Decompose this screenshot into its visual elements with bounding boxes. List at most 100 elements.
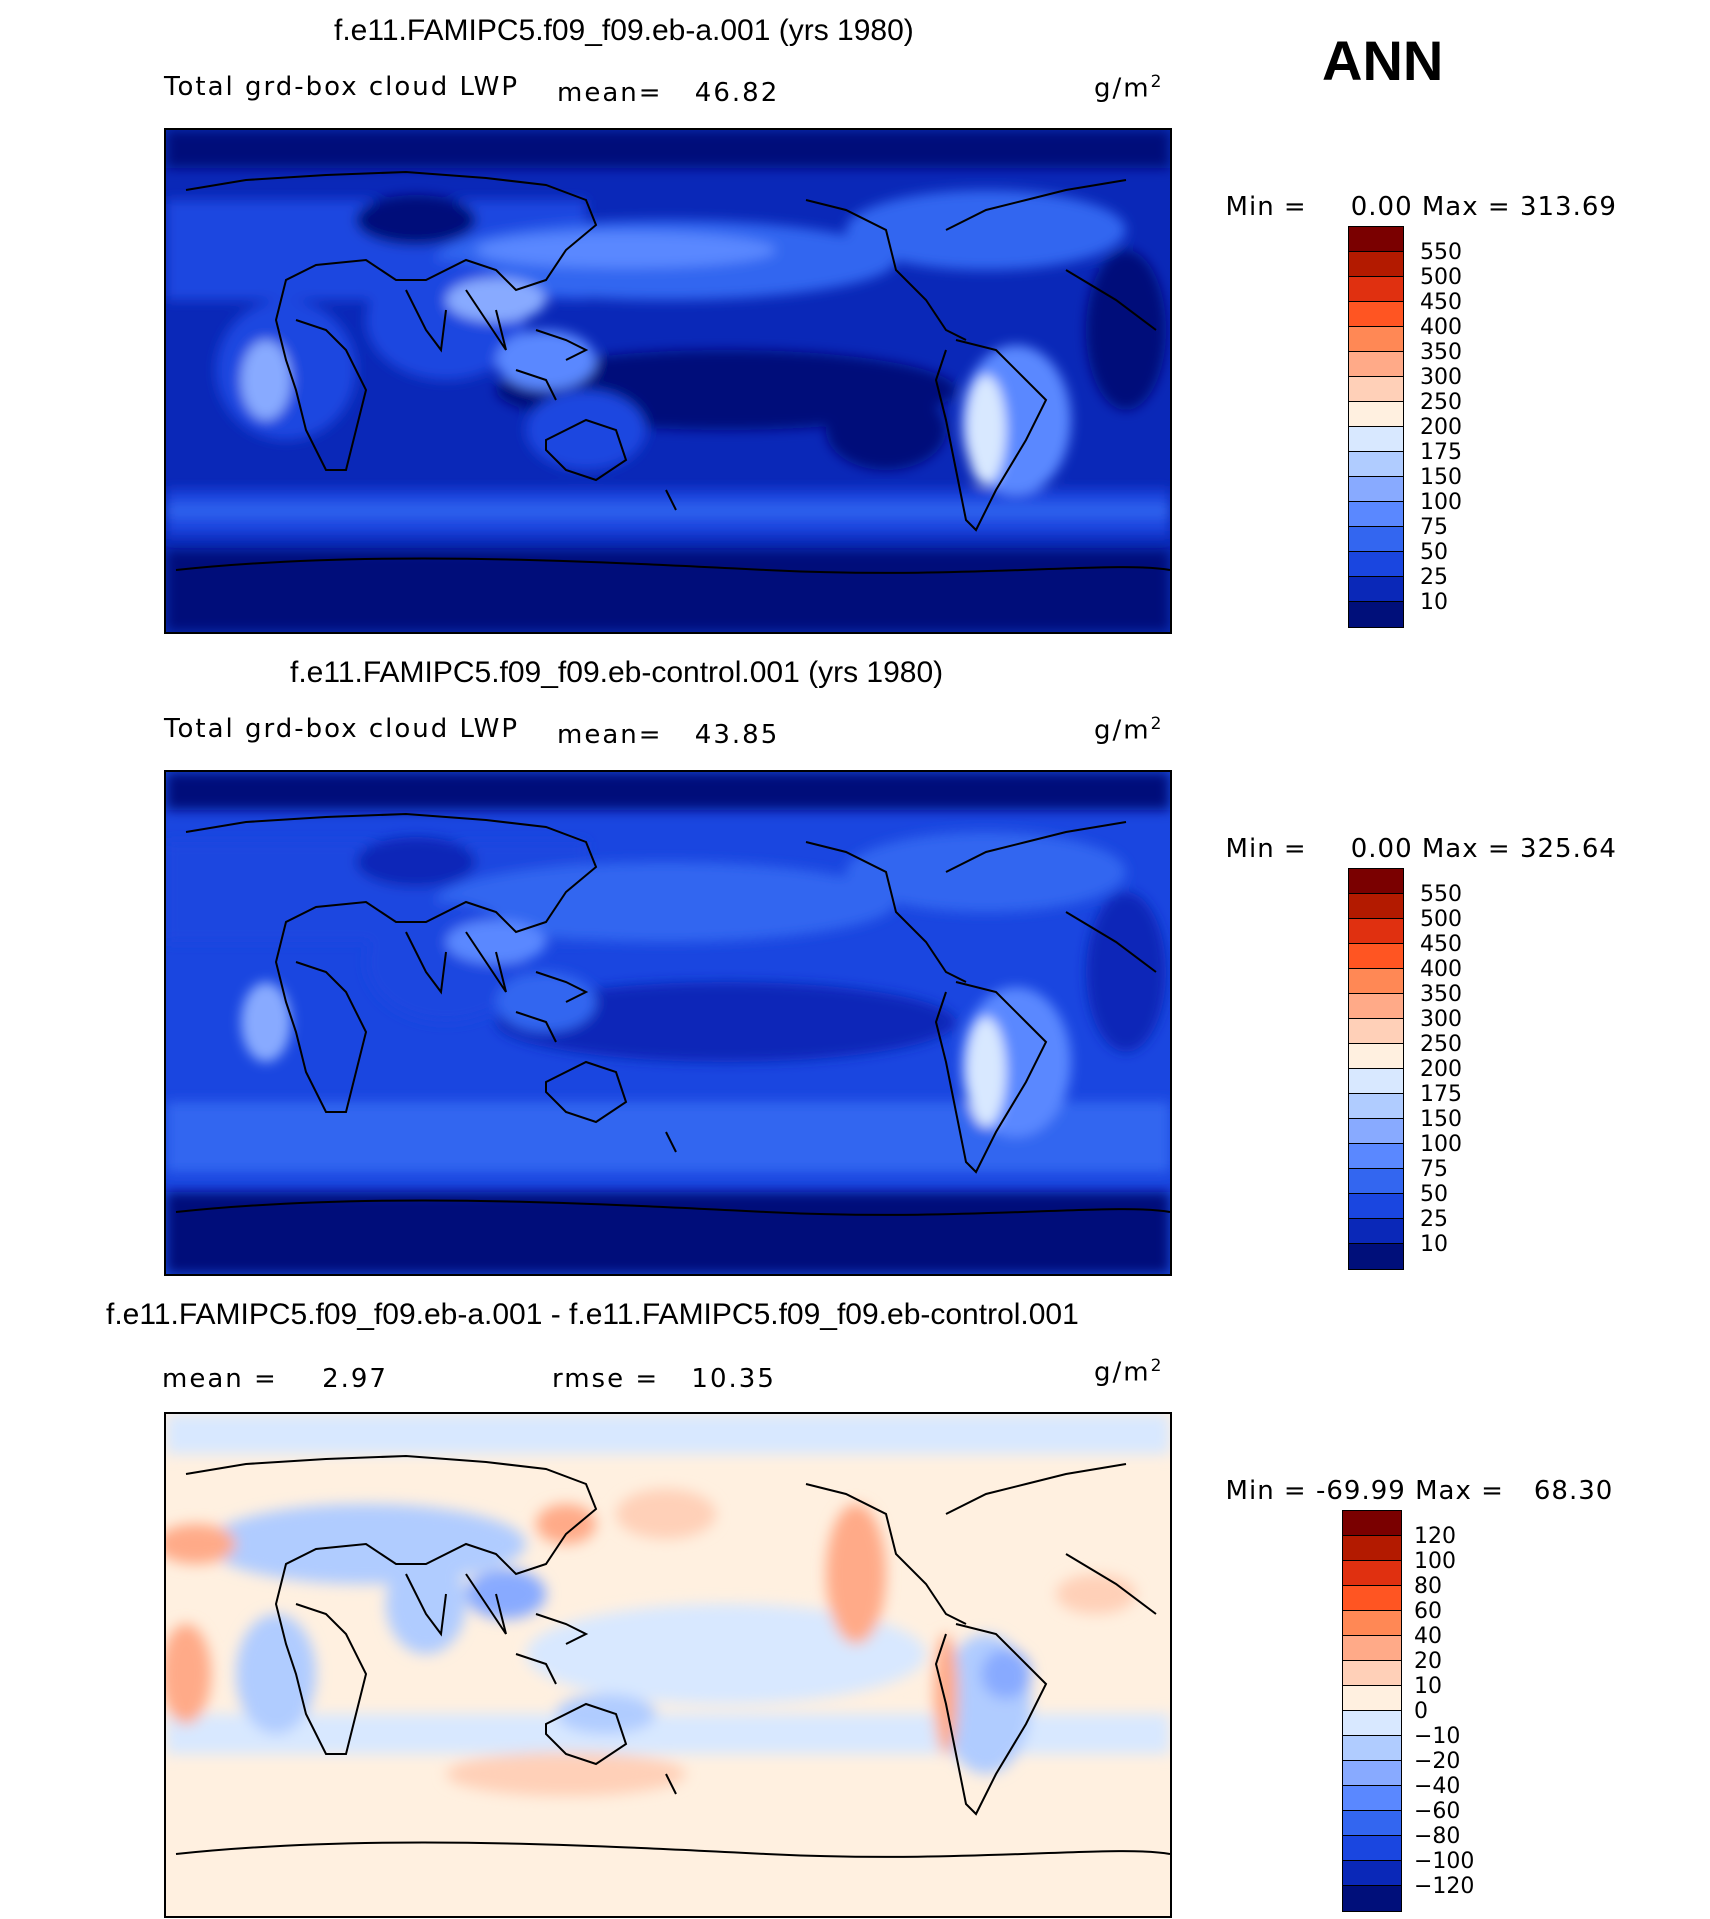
colorbar-swatch (1349, 527, 1403, 552)
panel1-variable-label: Total grd-box cloud LWP (164, 72, 520, 102)
colorbar-swatch (1349, 894, 1403, 919)
colorbar-swatch (1349, 1069, 1403, 1094)
colorbar-tick-label: 350 (1420, 982, 1462, 1007)
colorbar-tick-label: 10 (1420, 1232, 1448, 1257)
colorbar-swatch (1349, 944, 1403, 969)
colorbar-swatch (1349, 1019, 1403, 1044)
colorbar-swatch (1343, 1536, 1401, 1561)
panel2-max-label: Max = (1421, 834, 1511, 864)
colorbar-tick-label: 200 (1420, 415, 1462, 440)
colorbar-tick-label: 50 (1420, 1182, 1448, 1207)
colorbar-tick-label: 500 (1420, 265, 1462, 290)
colorbar-swatch (1349, 427, 1403, 452)
panel2-unit: g/m2 (1094, 714, 1163, 746)
panel2-minmax: Min = 0.00 Max = 325.64 (1207, 804, 1617, 864)
colorbar-tick-label: 100 (1420, 1132, 1462, 1157)
colorbar-tick-label: 25 (1420, 565, 1448, 590)
panel3-rmse-label: rmse = (552, 1364, 660, 1394)
panel3-mean: mean = 2.97 (162, 1364, 388, 1394)
panel3-min-label: Min = (1225, 1476, 1307, 1506)
colorbar-tick-label: −80 (1414, 1824, 1461, 1849)
colorbar-swatch (1349, 252, 1403, 277)
panel1-minmax: Min = 0.00 Max = 313.69 (1207, 162, 1617, 222)
season-label: ANN (1322, 29, 1444, 92)
colorbar-swatch (1343, 1836, 1401, 1861)
panel2-variable-label: Total grd-box cloud LWP (164, 714, 520, 744)
colorbar-swatch (1343, 1661, 1401, 1686)
colorbar-swatch (1349, 352, 1403, 377)
colorbar-swatch (1343, 1786, 1401, 1811)
colorbar-swatch (1349, 477, 1403, 502)
colorbar-swatch (1349, 1119, 1403, 1144)
panel3-max-label: Max = (1415, 1476, 1504, 1506)
colorbar-swatch (1349, 1144, 1403, 1169)
colorbar-swatch (1349, 919, 1403, 944)
colorbar-tick-label: 10 (1420, 590, 1448, 615)
panel2-coastline (175, 812, 1170, 1216)
colorbar-swatch (1349, 302, 1403, 327)
colorbar-swatch (1343, 1811, 1401, 1836)
panel3-colorbar (1342, 1510, 1402, 1912)
colorbar-tick-label: −10 (1414, 1724, 1461, 1749)
panel1-unit-base: g/m (1094, 73, 1151, 104)
colorbar-swatch (1349, 1044, 1403, 1069)
colorbar-tick-label: 550 (1420, 240, 1462, 265)
panel3-rmse: rmse = 10.35 (552, 1364, 776, 1394)
colorbar-tick-label: 300 (1420, 1007, 1462, 1032)
panel1-colorbar (1348, 226, 1404, 628)
panel1-map-svg (166, 130, 1170, 632)
panel3-rmse-value: 10.35 (691, 1364, 776, 1394)
colorbar-tick-label: 75 (1420, 515, 1448, 540)
colorbar-swatch (1343, 1586, 1401, 1611)
colorbar-swatch (1349, 552, 1403, 577)
colorbar-tick-label: 40 (1414, 1624, 1442, 1649)
colorbar-tick-label: −60 (1414, 1799, 1461, 1824)
colorbar-tick-label: 300 (1420, 365, 1462, 390)
panel3-minmax: Min = -69.99 Max = 68.30 (1207, 1446, 1613, 1506)
colorbar-swatch (1349, 1244, 1403, 1269)
panel3-unit-exp: 2 (1150, 1356, 1164, 1376)
colorbar-swatch (1349, 402, 1403, 427)
colorbar-swatch (1343, 1886, 1401, 1911)
panel2-unit-base: g/m (1094, 715, 1151, 746)
colorbar-tick-label: 250 (1420, 390, 1462, 415)
colorbar-swatch (1343, 1611, 1401, 1636)
colorbar-swatch (1349, 1169, 1403, 1194)
panel1-mean-label: mean= (557, 78, 663, 108)
colorbar-tick-label: −20 (1414, 1749, 1461, 1774)
colorbar-swatch (1349, 1094, 1403, 1119)
colorbar-swatch (1349, 869, 1403, 894)
panel2-title: f.e11.FAMIPC5.f09_f09.eb-control.001 (yr… (290, 656, 944, 689)
colorbar-swatch (1349, 602, 1403, 627)
panel3-min-value: -69.99 (1315, 1476, 1406, 1506)
colorbar-tick-label: 450 (1420, 290, 1462, 315)
colorbar-tick-label: 350 (1420, 340, 1462, 365)
panel1-min-label: Min = (1225, 192, 1307, 222)
panel3-coastline (175, 1454, 1170, 1858)
colorbar-swatch (1343, 1761, 1401, 1786)
panel1-title: f.e11.FAMIPC5.f09_f09.eb-a.001 (yrs 1980… (334, 14, 914, 47)
colorbar-swatch (1349, 277, 1403, 302)
colorbar-tick-label: 120 (1414, 1524, 1456, 1549)
colorbar-tick-label: 0 (1414, 1699, 1428, 1724)
panel3-mean-value: 2.97 (322, 1364, 388, 1394)
colorbar-swatch (1349, 1219, 1403, 1244)
colorbar-tick-label: 150 (1420, 1107, 1462, 1132)
panel3-map-svg (166, 1414, 1170, 1916)
panel1-mean-value: 46.82 (694, 78, 780, 108)
colorbar-tick-label: 400 (1420, 315, 1462, 340)
panel2-mean-label: mean= (557, 720, 663, 750)
panel3-map (164, 1412, 1172, 1918)
colorbar-tick-label: 400 (1420, 957, 1462, 982)
colorbar-tick-label: 75 (1420, 1157, 1448, 1182)
colorbar-swatch (1349, 969, 1403, 994)
colorbar-swatch (1349, 994, 1403, 1019)
colorbar-tick-label: 25 (1420, 1207, 1448, 1232)
colorbar-tick-label: 50 (1420, 540, 1448, 565)
panel3-unit-base: g/m (1094, 1357, 1151, 1388)
colorbar-tick-label: 550 (1420, 882, 1462, 907)
panel2-unit-exp: 2 (1150, 714, 1164, 734)
colorbar-swatch (1349, 227, 1403, 252)
colorbar-tick-label: 200 (1420, 1057, 1462, 1082)
panel3-max-value: 68.30 (1533, 1476, 1614, 1506)
